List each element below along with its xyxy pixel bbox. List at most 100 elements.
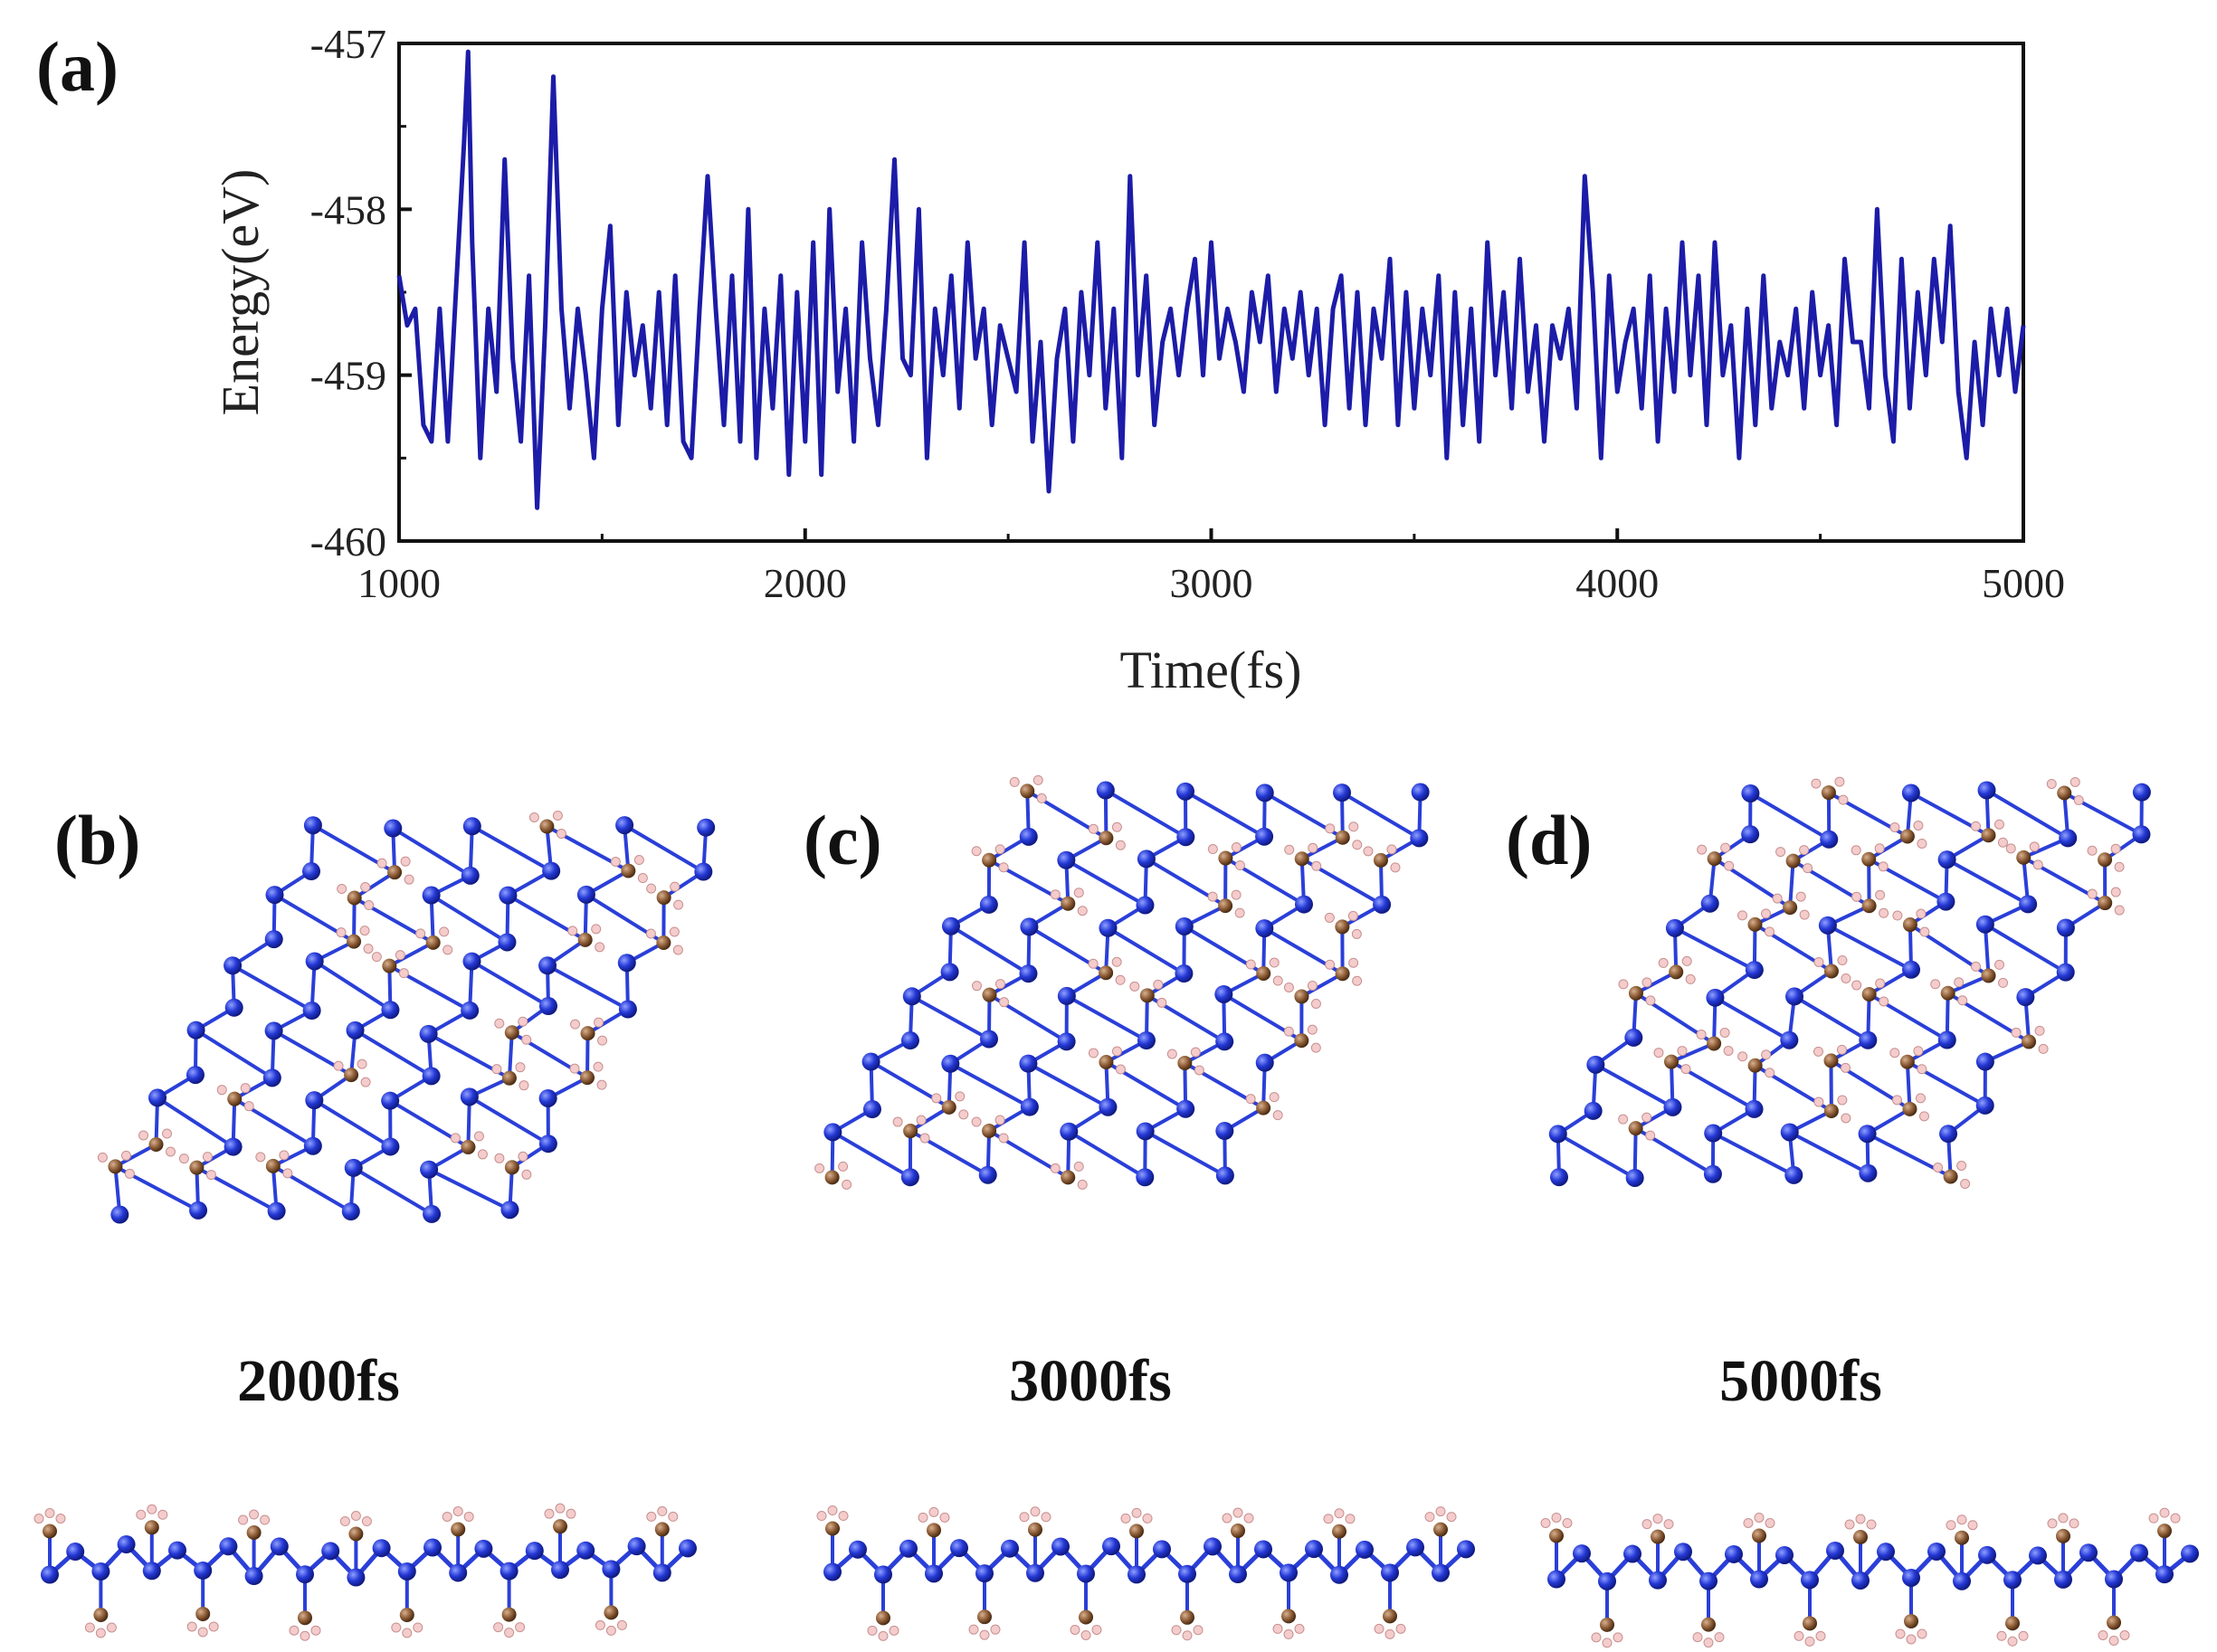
carbon-atom [189, 1160, 205, 1175]
hydrogen-atom [157, 1509, 168, 1520]
nitrogen-atom [1136, 896, 1155, 915]
nitrogen-atom [1255, 827, 1274, 846]
bond [471, 824, 553, 873]
nitrogen-atom [1665, 918, 1684, 937]
bond [471, 959, 549, 1008]
snapshot-5000fs-top-view [1548, 776, 2151, 1190]
nitrogen-atom [551, 1561, 569, 1580]
hydrogen-atom [1269, 1092, 1280, 1103]
hydrogen-atom [124, 1168, 135, 1179]
nitrogen-atom [1703, 1164, 1722, 1183]
hydrogen-atom [1803, 863, 1813, 874]
hydrogen-atom [1384, 1628, 1395, 1639]
hydrogen-atom [1916, 908, 1927, 919]
nitrogen-atom [1373, 895, 1392, 914]
hydrogen-atom [1073, 1161, 1084, 1172]
carbon-atom [1600, 1617, 1614, 1632]
nitrogen-atom [2132, 783, 2151, 802]
hydrogen-atom [1761, 1049, 1772, 1060]
nitrogen-atom [679, 1539, 697, 1558]
nitrogen-atom [941, 916, 960, 935]
carbon-atom [1129, 1524, 1144, 1539]
carbon-atom [982, 987, 997, 1002]
hydrogen-atom [569, 1063, 580, 1074]
hydrogen-atom [1811, 778, 1822, 789]
carbon-atom [1099, 1055, 1114, 1070]
hydrogen-atom [1681, 955, 1692, 966]
carbon-atom [1177, 1055, 1193, 1070]
nitrogen-atom [1975, 1052, 1994, 1071]
bond [1065, 859, 1147, 907]
hydrogen-atom [668, 1511, 679, 1522]
hydrogen-atom [1878, 861, 1889, 872]
hydrogen-atom [657, 1505, 668, 1516]
hydrogen-atom [1334, 1508, 1345, 1519]
hydrogen-atom [597, 1035, 608, 1046]
hydrogen-atom [361, 1516, 372, 1527]
nitrogen-atom [2019, 895, 2038, 914]
hydrogen-atom [1775, 847, 1786, 858]
hydrogen-atom [616, 1619, 627, 1630]
nitrogen-atom [1780, 1030, 1799, 1049]
carbon-atom [1752, 1528, 1766, 1543]
hydrogen-atom [255, 1152, 266, 1163]
panel-label-d: (d) [1506, 801, 1592, 879]
bond [1788, 860, 1795, 908]
carbon-atom [399, 1607, 414, 1622]
nitrogen-atom [941, 1054, 960, 1073]
carbon-atom [1663, 1054, 1679, 1069]
hydrogen-atom [1070, 1624, 1080, 1635]
carbon-atom [43, 1524, 57, 1539]
hydrogen-atom [202, 1152, 213, 1163]
carbon-atom [1955, 1530, 1969, 1545]
bond [1300, 972, 1344, 999]
hydrogen-atom [2159, 1507, 2170, 1518]
nitrogen-atom [1549, 1168, 1568, 1187]
nitrogen-atom [1937, 1030, 1956, 1049]
hydrogen-atom [1080, 1629, 1091, 1640]
carbon-atom [1899, 1054, 1915, 1069]
nitrogen-atom [2181, 1544, 2199, 1563]
nitrogen-atom [423, 1538, 442, 1557]
nitrogen-atom [1096, 781, 1115, 800]
hydrogen-atom [178, 1154, 189, 1164]
nitrogen-atom [267, 1201, 286, 1220]
nitrogen-atom [627, 1537, 646, 1556]
nitrogen-atom [381, 1001, 400, 1020]
hydrogen-atom [1918, 1111, 1929, 1122]
nitrogen-atom [602, 1560, 621, 1579]
hydrogen-atom [136, 1509, 147, 1520]
carbon-atom [1294, 851, 1309, 867]
nitrogen-atom [1019, 1054, 1038, 1073]
nitrogen-atom [1901, 783, 1920, 802]
hydrogen-atom [1957, 995, 1968, 1006]
hydrogen-atom [570, 1019, 581, 1030]
hydrogen-atom [450, 1133, 461, 1144]
nitrogen-atom [381, 1091, 400, 1110]
nitrogen-atom [148, 1088, 167, 1107]
hydrogen-atom [400, 856, 411, 867]
snapshot-3000fs-side-view [816, 1505, 1475, 1641]
carbon-atom [977, 1609, 992, 1625]
nitrogen-atom [420, 1160, 439, 1179]
hydrogen-atom [1772, 893, 1783, 904]
hydrogen-atom [1998, 977, 2009, 988]
hydrogen-atom [1677, 1046, 1688, 1057]
carbon-atom [982, 852, 997, 868]
energy-chart: (a) 1000 2000 3000 4000 5000 -457 -458 -459 -46… [36, 21, 2065, 699]
bond [392, 826, 471, 878]
carbon-atom [553, 1519, 567, 1534]
nitrogen-atom [1780, 1123, 1799, 1142]
carbon-atom [1785, 853, 1801, 869]
carbon-atom [1061, 1170, 1076, 1185]
nitrogen-atom [499, 886, 518, 905]
hydrogen-atom [1166, 1049, 1177, 1059]
hydrogen-atom [670, 881, 680, 892]
hydrogen-atom [337, 884, 347, 895]
hydrogen-atom [1874, 843, 1885, 854]
hydrogen-atom [1283, 1026, 1294, 1037]
nitrogen-atom [91, 1562, 110, 1581]
hydrogen-atom [1913, 820, 1924, 831]
hydrogen-atom [208, 1621, 219, 1632]
hydrogen-atom [339, 1516, 350, 1527]
